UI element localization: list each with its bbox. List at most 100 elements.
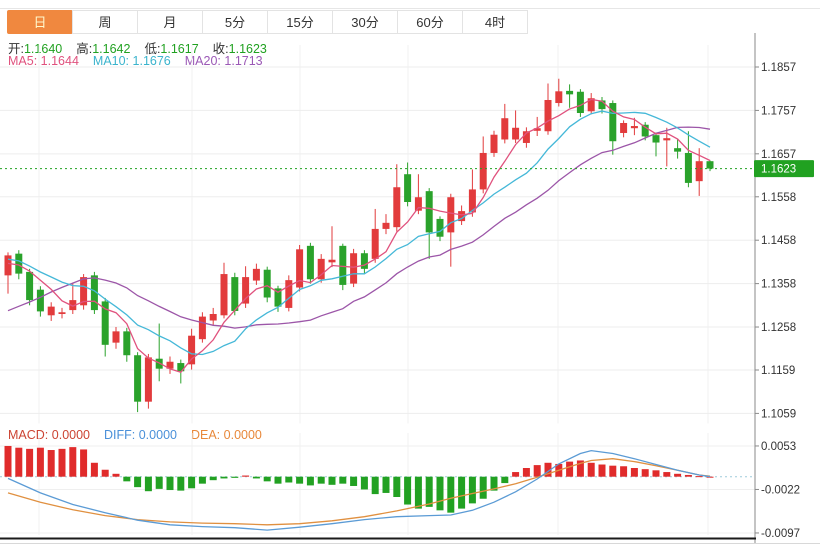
tab-15min[interactable]: 15分 [267, 10, 333, 34]
macd-bar [598, 464, 606, 477]
candle-body [609, 103, 617, 142]
macd-bar [155, 476, 163, 489]
macd-bar [188, 476, 196, 489]
candle-body [339, 245, 347, 285]
macd-bar [458, 476, 466, 509]
candle-body [533, 128, 541, 131]
macd-bar [684, 474, 692, 477]
candle-body [414, 197, 422, 211]
candle-body [317, 258, 325, 280]
macd-bar [382, 476, 390, 493]
macd-bar [360, 476, 368, 490]
candle-body [177, 363, 185, 372]
candle-body [101, 301, 109, 345]
candle-body [501, 118, 509, 140]
tab-4hour[interactable]: 4时 [462, 10, 528, 34]
macd-bar [566, 461, 574, 477]
tab-5min[interactable]: 5分 [202, 10, 268, 34]
macd-bar [663, 472, 671, 477]
macd-bar [69, 447, 77, 477]
macd-bar [339, 476, 347, 484]
candle-body [382, 222, 390, 229]
candle-body [296, 249, 304, 288]
candle-body [112, 331, 120, 343]
candle-body [69, 300, 77, 311]
tab-month[interactable]: 月 [137, 10, 203, 34]
candle-body [479, 152, 487, 190]
candle-body [26, 271, 34, 301]
candle-body [134, 355, 142, 402]
tab-60min[interactable]: 60分 [397, 10, 463, 34]
candle-body [566, 90, 574, 95]
macd-bar [674, 473, 682, 477]
close-label: 收: [212, 42, 229, 56]
macd-bar [112, 473, 120, 477]
macd-bar [144, 476, 152, 492]
candle-body [425, 191, 433, 233]
current-price-badge: 1.1623 [754, 160, 814, 178]
macd-bar [544, 462, 552, 477]
candle-body [90, 275, 98, 311]
ma-legend: MA5: 1.1644 MA10: 1.1676 MA20: 1.1713 [8, 54, 263, 68]
macd-bar [58, 448, 66, 477]
candle-body [47, 306, 55, 316]
price-tick-label: 1.1258 [761, 322, 796, 334]
macd-bar [26, 448, 34, 477]
ma5-legend: MA5: 1.1644 [8, 54, 79, 68]
macd-bar [242, 475, 250, 477]
macd-bar [652, 470, 660, 477]
candle-body [350, 253, 358, 284]
macd-bar [479, 476, 487, 499]
candle-body [544, 99, 552, 132]
macd-bar [447, 476, 455, 513]
tab-day[interactable]: 日 [7, 10, 73, 34]
ma20-line [7, 126, 711, 329]
macd-bar [522, 468, 530, 477]
candle-body [15, 253, 23, 274]
macd-indicator-panel[interactable]: 0.0053 -0.0022 -0.0097 [0, 425, 820, 544]
candle-body [263, 269, 271, 298]
macd-bar [166, 476, 174, 491]
interval-tabbar: 日 周 月 5分 15分 30分 60分 4时 [0, 8, 820, 35]
candle-body [447, 197, 455, 233]
candle-body [684, 152, 692, 183]
macd-bar [177, 476, 185, 491]
macd-bar [123, 476, 131, 482]
candle-body [144, 357, 152, 402]
close-value: 1.1623 [228, 42, 267, 56]
candle-body [209, 313, 217, 321]
diff-value-legend: DIFF: 0.0000 [104, 428, 177, 442]
macd-bar [296, 476, 304, 484]
price-axis-labels: 1.1857 1.1757 1.1657 1.1558 1.1458 1.1358 1.12… [755, 62, 796, 420]
macd-bar [90, 462, 98, 477]
ohlc-legend: 开:1.1640 高:1.1642 低:1.1617 收:1.1623 [8, 38, 281, 57]
candle-body [458, 211, 466, 222]
price-candlestick-chart[interactable]: 1.1857 1.1757 1.1657 1.1558 1.1458 1.1358 1.12… [0, 33, 820, 425]
macd-bar [4, 445, 12, 477]
candle-body [306, 245, 314, 280]
candle-body [555, 91, 563, 104]
candle-body [652, 135, 660, 143]
tab-30min[interactable]: 30分 [332, 10, 398, 34]
ma20-legend: MA20: 1.1713 [184, 54, 263, 68]
macd-bar [263, 476, 271, 482]
candle-body [641, 124, 649, 137]
candle-body [155, 358, 163, 369]
candle-body [630, 126, 638, 129]
price-tick-label: 1.1857 [761, 62, 796, 74]
macd-bar [587, 462, 595, 477]
diff-line [7, 449, 711, 531]
macd-bar [490, 476, 498, 491]
macd-bar [80, 449, 88, 477]
tab-week[interactable]: 周 [72, 10, 138, 34]
candle-body [468, 189, 476, 213]
macd-bar [371, 476, 379, 495]
candle-body [328, 259, 336, 263]
price-gridlines [0, 45, 755, 424]
macd-bar [641, 469, 649, 477]
macd-bar [134, 476, 142, 488]
macd-tick-label: -0.0097 [761, 528, 800, 540]
macd-bar [414, 476, 422, 509]
candle-body [576, 91, 584, 114]
candle-body [188, 335, 196, 365]
